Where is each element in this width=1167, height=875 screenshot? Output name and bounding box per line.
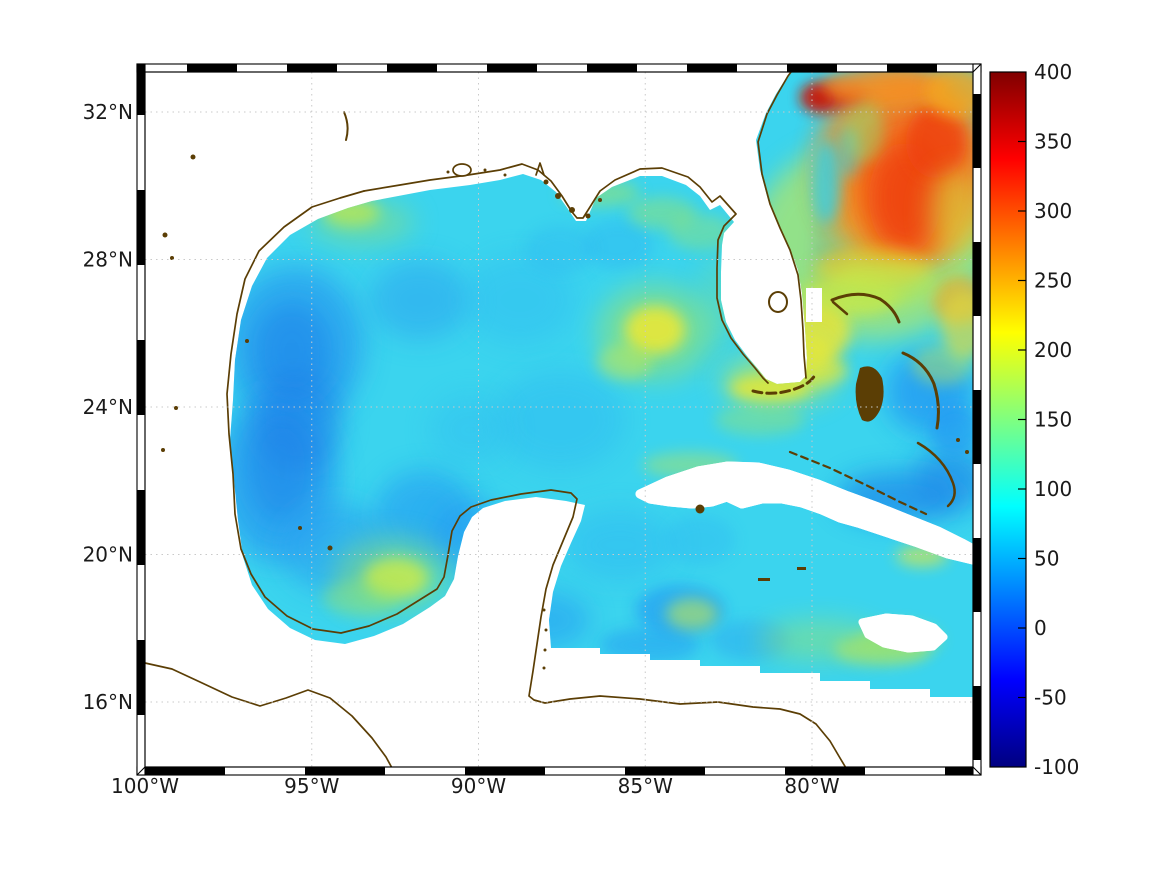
colorbar-tick-label: 400 [1034,60,1072,84]
frame-corner-bevel [972,63,982,73]
colorbar-tick-label: 300 [1034,199,1072,223]
heat-blob [930,170,973,254]
cayman-island [758,578,770,581]
mexico-yucatan-coastline [226,190,847,769]
heat-blob [666,598,718,630]
x-tick-label: 95°W [284,774,339,798]
colorbar-tick-label: 350 [1034,130,1072,154]
heat-blob [583,220,653,270]
coastlines-layer [144,71,978,769]
belize-cays [542,608,548,670]
y-tick-label: 32°N [83,100,133,124]
cuba-north-keys [788,450,928,516]
heat-blob [322,580,398,616]
heat-blob [465,255,575,345]
mississippi-delta [446,168,602,219]
heat-blob [247,413,317,523]
heat-blob [600,627,700,663]
y-tick-label: 28°N [83,248,133,272]
y-tick-label: 24°N [83,395,133,419]
pensacola-inlet [535,162,545,176]
colorbar-tick-label: 200 [1034,338,1072,362]
colorbar-tick-label: -100 [1034,755,1079,779]
heat-blob [625,306,685,354]
graticule-grid [145,72,973,767]
frame-right [972,63,982,776]
frame-corner-bevel [972,766,982,776]
colorbar-tick-label: -50 [1034,686,1067,710]
heat-blob [370,260,470,340]
heat-blob [941,291,973,359]
texas-river [343,111,349,141]
heat-blob [822,72,946,104]
frame-top [136,63,982,73]
us-gulf-coastline [363,163,769,384]
axis-labels: 100°W 95°W 90°W 85°W 80°W 32°N 28°N 24°N 20°N 16°… [83,100,840,798]
bimini-chain [831,300,849,316]
colorbar-tick-label: 100 [1034,477,1072,501]
y-tick-label: 20°N [83,543,133,567]
x-tick-label: 100°W [111,774,179,798]
heat-blob [906,106,966,178]
heat-blob [668,214,732,250]
colorbar-tick-label: 50 [1034,547,1059,571]
x-tick-label: 85°W [618,774,673,798]
x-tick-label: 80°W [784,774,839,798]
y-tick-label: 16°N [83,690,133,714]
colorbar-tick-label: 150 [1034,408,1072,432]
heat-blob [930,405,973,455]
plot-border [144,71,974,768]
x-tick-label: 90°W [451,774,506,798]
bimini-mask [806,288,822,322]
frame-corner-bevel [136,766,146,776]
bahama-speck [965,450,969,454]
pacific-coastline [144,662,393,769]
colorbar-ticks [1018,140,1026,699]
heat-blob [565,510,675,580]
heat-blob [715,404,805,436]
frame-bottom [136,766,982,776]
map-frame [136,63,982,776]
andros-island [855,366,884,422]
heat-blob [252,302,332,402]
frame-corner-bevel [136,63,146,73]
eleuthera-chain [901,351,940,430]
colorbar: 400 350 300 250 200 150 100 50 0 -50 -100 [989,60,1079,779]
lake-pontchartrain [452,163,472,177]
heat-blob [811,140,841,224]
heat-blob [844,102,884,162]
lake-okeechobee [768,291,788,313]
heat-blob [597,344,653,380]
heat-blob [665,515,735,565]
florida-keys-chain [751,371,818,395]
heat-blob [430,395,510,465]
colorbar-labels: 400 350 300 250 200 150 100 50 0 -50 -100 [1034,60,1079,779]
inland-lakes [161,154,333,551]
colorbar-tick-label: 250 [1034,269,1072,293]
frame-left [136,63,146,776]
florida-east-coastline [757,71,807,379]
isla-juventud [695,504,705,514]
heat-blob [912,345,972,385]
colorbar-tick-label: 0 [1034,616,1047,640]
heatmap-blobs [230,72,973,666]
heat-blob [495,370,625,470]
heat-blob [810,254,934,286]
heat-blob [525,225,595,275]
exuma-chain [916,441,956,508]
cayman-island [797,567,806,570]
bahama-speck [956,438,960,442]
grand-bahama-abaco [830,292,901,324]
heat-blob [926,72,973,118]
